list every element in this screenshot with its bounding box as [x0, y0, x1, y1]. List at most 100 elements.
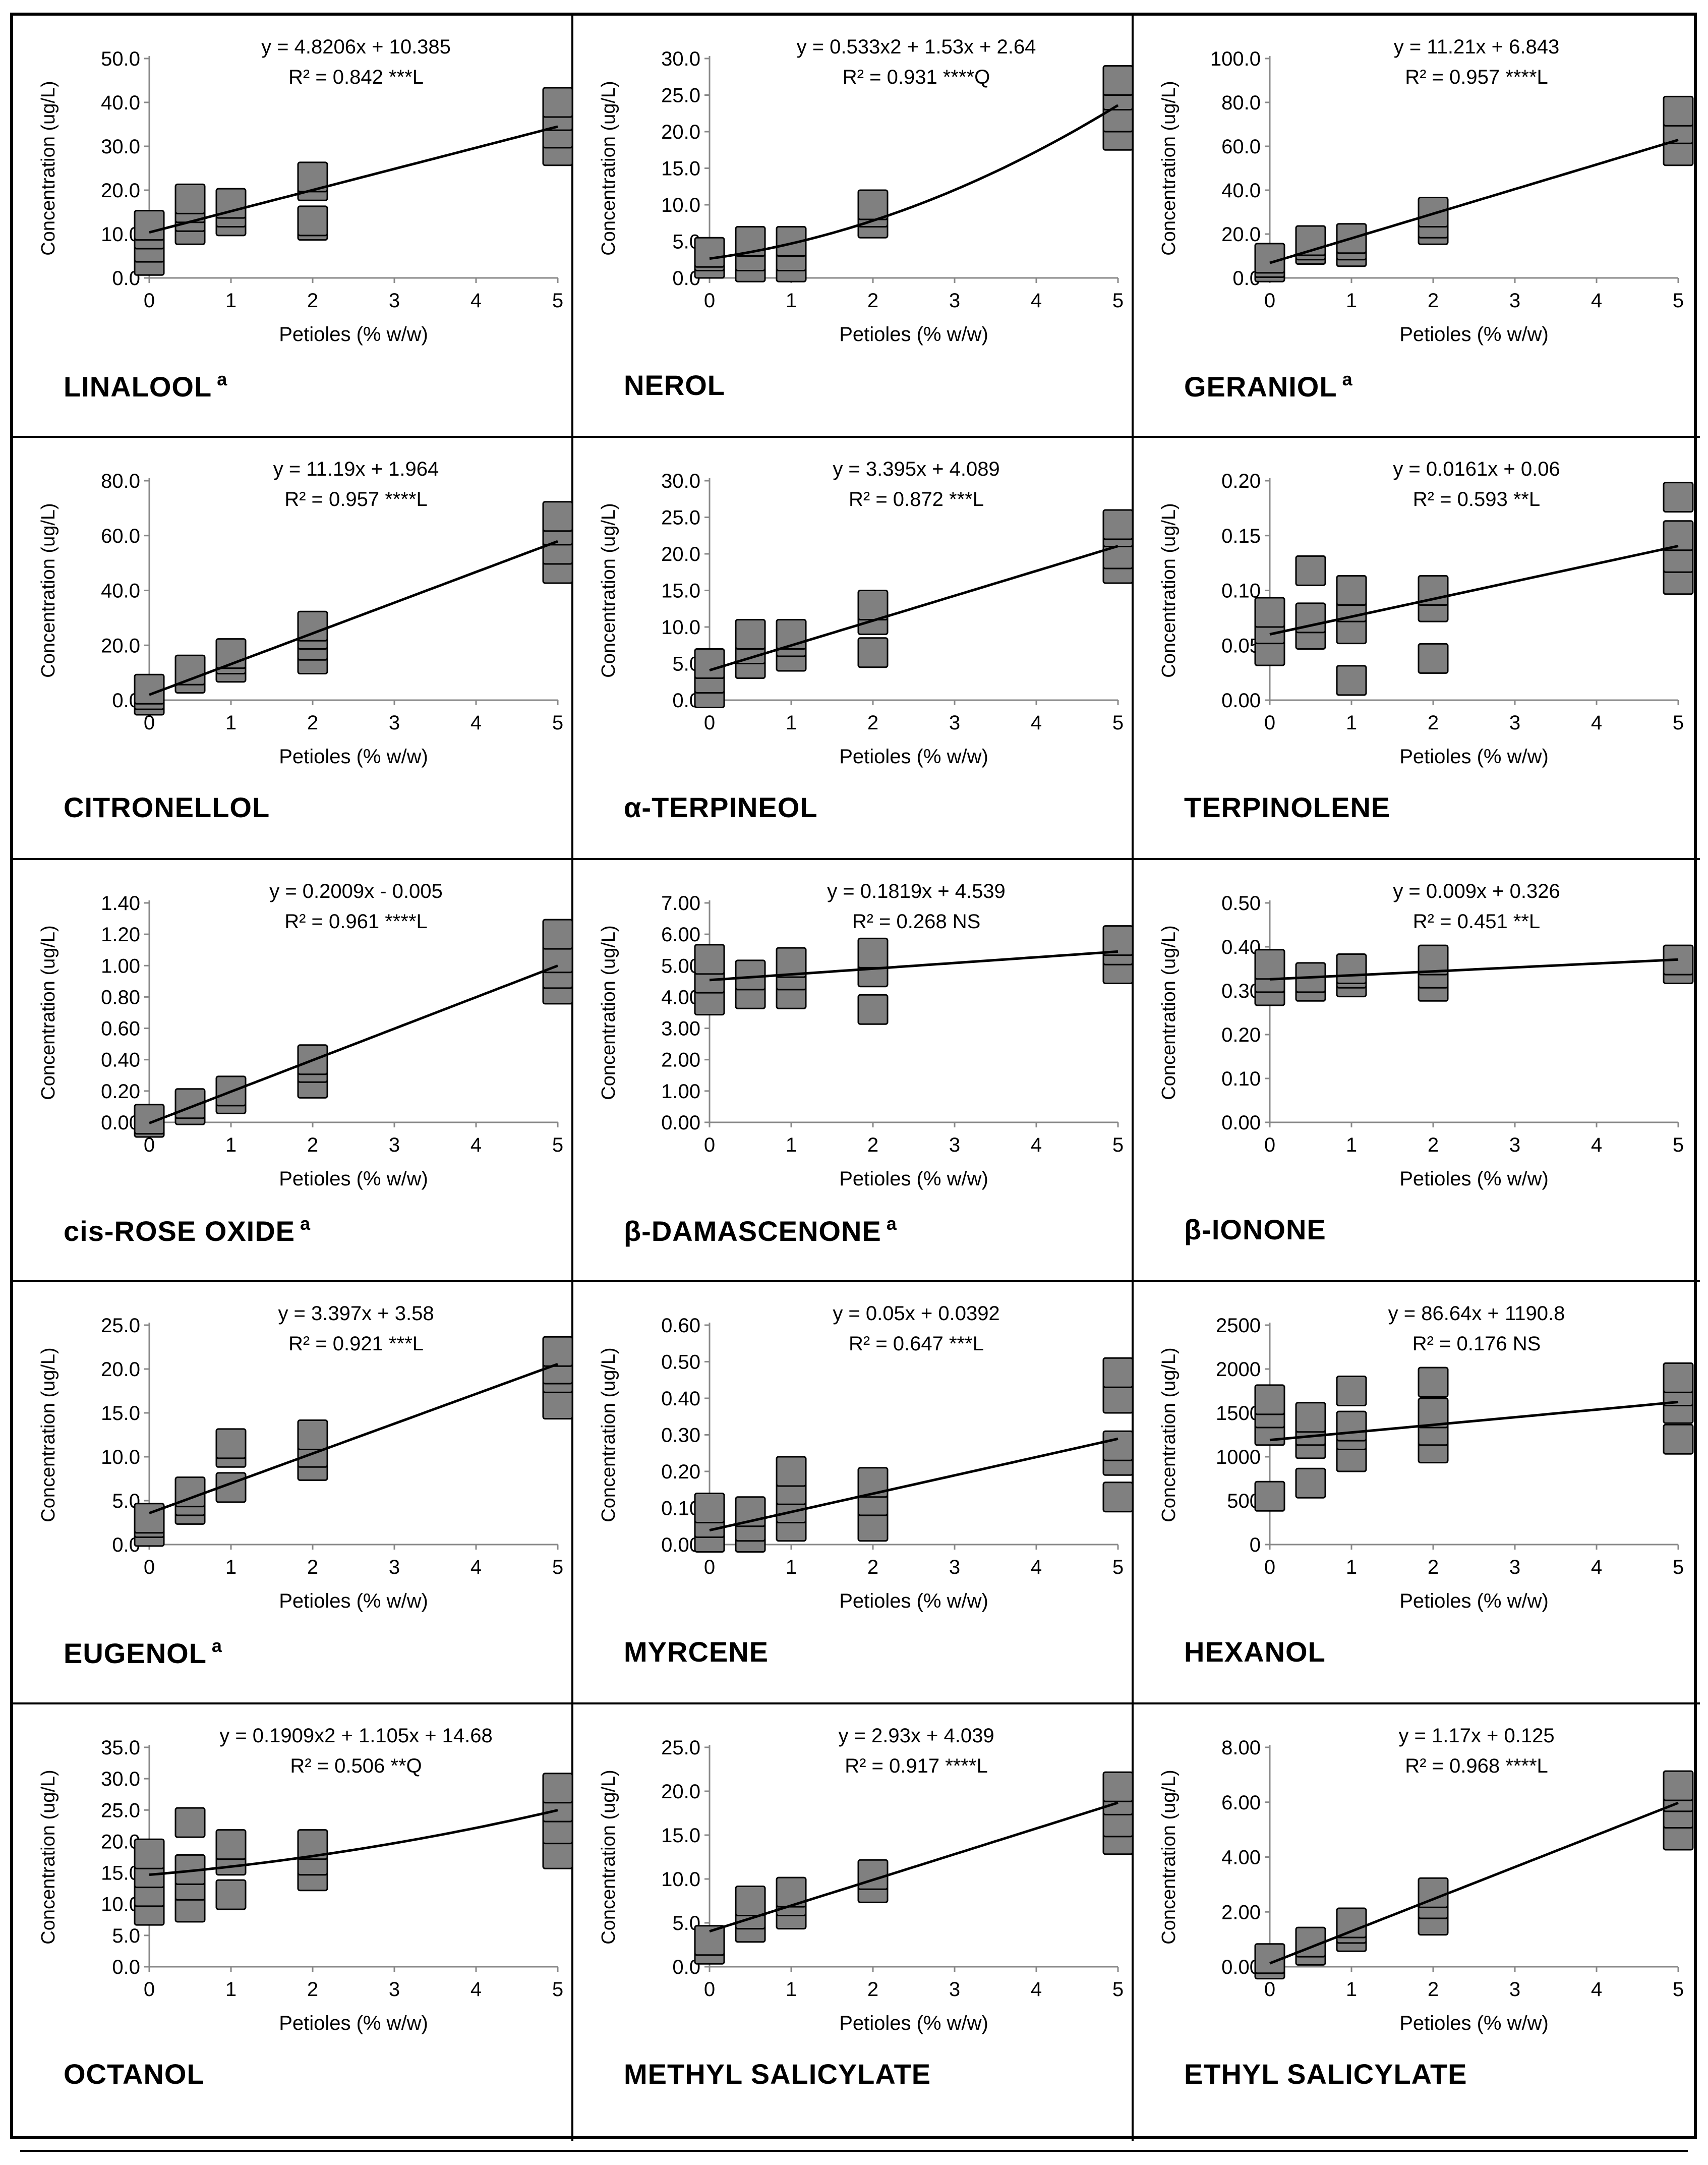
x-tick-label: 4: [1591, 290, 1602, 312]
y-tick-label: 2500: [1216, 1315, 1261, 1337]
x-tick-label: 3: [389, 1134, 400, 1156]
data-point: [1418, 197, 1449, 227]
y-tick-label: 30.0: [661, 470, 700, 492]
x-tick-label: 5: [1673, 1134, 1684, 1156]
x-tick-label: 1: [1346, 712, 1357, 734]
y-tick-label: 0.00: [661, 1534, 700, 1556]
trend-line: [1269, 1400, 1679, 1442]
chart-panel-b-ionone: 0.00 0.10 0.20 0.30 0.40 0.50 0 1 2 3 4 5 Petioles (…: [1134, 860, 1700, 1282]
compound-superscript: a: [217, 369, 228, 389]
chart-ethyl-salicylate: 0.00 2.00 4.00 6.00 8.00 0 1 2 3 4 5 Petioles (% w/…: [1158, 1725, 1694, 2034]
x-tick-label: 3: [389, 712, 400, 734]
compound-name: cis-ROSE OXIDE a: [64, 1213, 311, 1247]
y-tick-label: 1.00: [101, 955, 140, 977]
x-tick-label: 5: [552, 1978, 563, 2001]
data-point: [1418, 643, 1449, 674]
data-point: [857, 637, 889, 668]
y-tick-label: 2000: [1216, 1358, 1261, 1381]
data-point: [1254, 597, 1285, 628]
chart-panel-nerol: 0.0 5.0 10.0 15.0 20.0 25.0 30.0 0 1 2 3 4 5 Petioles…: [573, 16, 1134, 438]
data-point: [1254, 243, 1285, 274]
y-tick-label: 0.20: [101, 1080, 140, 1103]
x-tick-label: 2: [307, 1556, 318, 1578]
x-tick-label: 3: [1509, 1556, 1520, 1578]
y-tick-label: 0.40: [661, 1388, 700, 1410]
data-point: [1418, 1366, 1449, 1398]
y-axis-label: Concentration (ug/L): [38, 503, 59, 677]
compound-name: β-IONONE: [1184, 1213, 1326, 1246]
x-tick-label: 3: [1509, 290, 1520, 312]
data-point: [735, 226, 766, 257]
x-tick-label: 1: [786, 290, 797, 312]
x-tick-label: 4: [1031, 290, 1042, 312]
data-point: [1254, 949, 1285, 980]
compound-name-text: α-TERPINEOL: [624, 791, 818, 823]
regression-equation: y = 0.1909x2 + 1.105x + 14.68: [219, 1725, 493, 1747]
compound-name: LINALOOL a: [64, 369, 227, 403]
x-tick-label: 3: [949, 712, 960, 734]
data-point: [694, 944, 725, 975]
chart-octanol: 0.0 5.0 10.0 15.0 20.0 25.0 30.0 35.0 0 1 2 3 4 5 Peti…: [38, 1725, 573, 2034]
y-tick-label: 0.05: [1221, 635, 1261, 657]
x-tick-label: 5: [1673, 1556, 1684, 1578]
compound-name-text: NEROL: [624, 369, 725, 401]
bottom-rule: [20, 2150, 1688, 2152]
data-point: [1663, 482, 1694, 513]
data-point: [776, 619, 807, 650]
chart-panel-a-terpineol: 0.0 5.0 10.0 15.0 20.0 25.0 30.0 0 1 2 3 4 5 Petioles…: [573, 438, 1134, 860]
trend-line: [1269, 544, 1679, 636]
x-tick-label: 0: [144, 1978, 155, 2001]
compound-name: TERPINOLENE: [1184, 791, 1390, 824]
x-tick-label: 5: [1112, 1134, 1124, 1156]
x-tick-label: 1: [225, 1978, 237, 2001]
x-tick-label: 2: [867, 1134, 878, 1156]
y-tick-label: 0.80: [101, 986, 140, 1008]
regression-equation: y = 0.009x + 0.326: [1393, 880, 1560, 902]
compound-superscript: a: [1342, 369, 1353, 389]
data-point: [215, 188, 247, 219]
data-point: [776, 226, 807, 257]
compound-name: GERANIOL a: [1184, 369, 1353, 403]
x-tick-label: 5: [1112, 712, 1124, 734]
x-tick-label: 0: [144, 1134, 155, 1156]
data-point: [134, 1503, 165, 1534]
x-tick-label: 5: [552, 712, 563, 734]
y-tick-label: 20.0: [661, 121, 700, 143]
x-tick-label: 0: [1264, 712, 1275, 734]
x-tick-label: 0: [1264, 1134, 1275, 1156]
compound-name-text: EUGENOL: [64, 1637, 207, 1669]
chart-panel-methyl-salicylate: 0.0 5.0 10.0 15.0 20.0 25.0 0 1 2 3 4 5 Petioles (% …: [573, 1704, 1134, 2141]
data-point: [857, 1467, 889, 1498]
x-tick-label: 1: [786, 1978, 797, 2001]
data-point: [1336, 953, 1367, 984]
y-tick-label: 0.00: [1221, 1112, 1261, 1134]
compound-name: OCTANOL: [64, 2058, 205, 2090]
r-squared: R² = 0.957 ****L: [284, 488, 428, 510]
x-axis-label: Petioles (% w/w): [839, 746, 988, 768]
data-point: [735, 619, 766, 650]
x-tick-label: 2: [1428, 712, 1439, 734]
x-tick-label: 5: [552, 1134, 563, 1156]
y-tick-label: 15.0: [101, 1402, 140, 1425]
x-tick-label: 5: [1673, 290, 1684, 312]
data-point: [134, 210, 165, 241]
x-tick-label: 2: [867, 712, 878, 734]
x-tick-label: 4: [1591, 712, 1602, 734]
y-axis-label: Concentration (ug/L): [1158, 503, 1180, 677]
y-tick-label: 6.00: [1221, 1792, 1261, 1814]
y-tick-label: 15.0: [661, 158, 700, 180]
y-tick-label: 60.0: [101, 525, 140, 547]
x-tick-label: 1: [786, 712, 797, 734]
data-point: [1102, 1357, 1134, 1388]
trend-line: [149, 964, 558, 1124]
y-tick-label: 0.10: [1221, 1068, 1261, 1090]
compound-name-text: cis-ROSE OXIDE: [64, 1215, 296, 1247]
regression-equation: y = 3.397x + 3.58: [278, 1302, 434, 1325]
x-tick-label: 3: [949, 1978, 960, 2001]
x-tick-label: 5: [1673, 1978, 1684, 2001]
y-tick-label: 80.0: [101, 470, 140, 492]
y-tick-label: 100.0: [1210, 48, 1261, 70]
data-point: [1295, 1402, 1326, 1433]
